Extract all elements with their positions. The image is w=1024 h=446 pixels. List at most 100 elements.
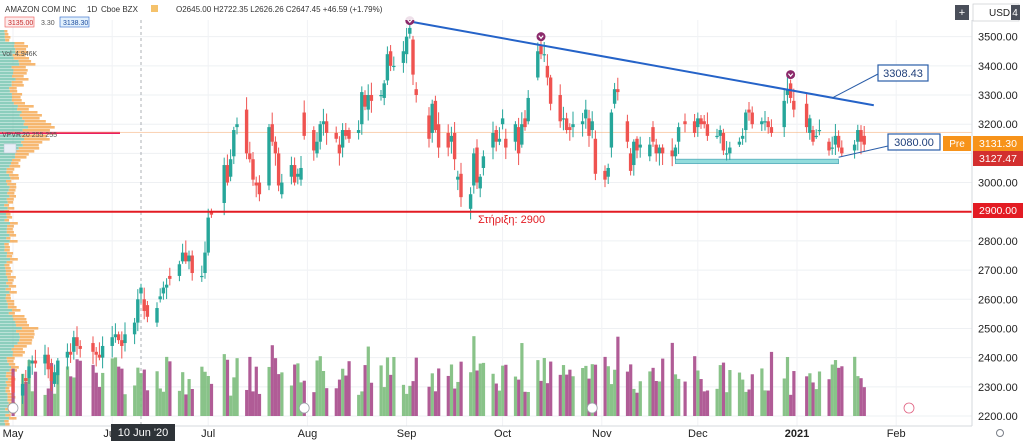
earnings-event-icon[interactable]	[298, 402, 310, 414]
candle-body[interactable]	[747, 109, 751, 113]
candle-body[interactable]	[33, 360, 38, 364]
candle-body[interactable]	[30, 360, 34, 364]
candle-body[interactable]	[478, 176, 482, 189]
candle-body[interactable]	[545, 65, 550, 78]
candle-body[interactable]	[46, 354, 50, 370]
candle-body[interactable]	[257, 182, 262, 195]
candle-body[interactable]	[561, 118, 566, 120]
candle-body[interactable]	[504, 138, 508, 148]
candle-body[interactable]	[276, 153, 281, 186]
candle-body[interactable]	[520, 124, 524, 145]
candle-body[interactable]	[859, 130, 863, 142]
candle-body[interactable]	[136, 299, 140, 323]
candle-body[interactable]	[539, 45, 543, 55]
candle-body[interactable]	[536, 51, 540, 78]
candlestick-series[interactable]	[11, 19, 866, 404]
candle-body[interactable]	[648, 144, 652, 157]
candle-body[interactable]	[494, 130, 498, 142]
candle-body[interactable]	[760, 121, 764, 125]
candle-body[interactable]	[209, 211, 214, 215]
candle-body[interactable]	[584, 109, 588, 119]
candle-body[interactable]	[180, 252, 185, 262]
candle-body[interactable]	[24, 378, 28, 381]
candle-body[interactable]	[155, 308, 159, 323]
candle-body[interactable]	[184, 252, 188, 262]
candle-body[interactable]	[254, 182, 258, 186]
candle-body[interactable]	[638, 144, 642, 148]
candle-body[interactable]	[516, 127, 521, 154]
candle-body[interactable]	[248, 153, 252, 160]
candle-body[interactable]	[500, 118, 505, 125]
candle-body[interactable]	[523, 118, 527, 128]
peak-marker-icon[interactable]	[536, 32, 546, 42]
candle-body[interactable]	[696, 118, 700, 128]
candle-body[interactable]	[116, 334, 121, 341]
candle-body[interactable]	[267, 127, 271, 186]
candle-body[interactable]	[56, 360, 60, 376]
candle-body[interactable]	[430, 103, 434, 133]
candle-body[interactable]	[414, 89, 418, 96]
candle-body[interactable]	[651, 127, 655, 142]
candle-body[interactable]	[273, 141, 278, 154]
candle-body[interactable]	[68, 351, 73, 355]
candle-body[interactable]	[302, 112, 306, 136]
candle-body[interactable]	[123, 334, 127, 344]
candle-body[interactable]	[168, 275, 172, 279]
candle-body[interactable]	[145, 305, 150, 317]
candle-body[interactable]	[94, 351, 98, 355]
candle-body[interactable]	[20, 383, 25, 396]
candle-body[interactable]	[356, 130, 361, 133]
candle-body[interactable]	[334, 132, 338, 139]
candle-body[interactable]	[382, 83, 386, 98]
candle-body[interactable]	[782, 100, 786, 128]
candle-body[interactable]	[587, 118, 591, 136]
candle-body[interactable]	[452, 132, 457, 160]
candle-body[interactable]	[692, 121, 697, 133]
candle-body[interactable]	[705, 124, 710, 136]
candle-body[interactable]	[318, 124, 322, 142]
candle-body[interactable]	[468, 194, 473, 209]
candle-body[interactable]	[388, 51, 393, 66]
candle-body[interactable]	[228, 159, 233, 177]
candle-body[interactable]	[139, 287, 143, 294]
candle-body[interactable]	[206, 217, 210, 253]
candle-body[interactable]	[360, 92, 364, 125]
candle-body[interactable]	[225, 165, 230, 183]
candle-body[interactable]	[785, 89, 790, 96]
candle-body[interactable]	[366, 95, 370, 110]
candle-body[interactable]	[699, 118, 703, 125]
candle-body[interactable]	[120, 340, 124, 346]
candle-body[interactable]	[612, 89, 617, 104]
candle-body[interactable]	[177, 264, 182, 276]
candle-body[interactable]	[161, 287, 166, 294]
candle-body[interactable]	[814, 135, 818, 138]
candle-body[interactable]	[526, 97, 530, 122]
candle-body[interactable]	[75, 337, 79, 346]
candle-body[interactable]	[673, 147, 678, 157]
candle-body[interactable]	[433, 100, 438, 131]
candle-body[interactable]	[632, 141, 636, 166]
candle-body[interactable]	[840, 147, 844, 154]
candle-body[interactable]	[436, 124, 441, 148]
candle-body[interactable]	[321, 121, 326, 125]
candle-body[interactable]	[190, 255, 194, 274]
candle-body[interactable]	[702, 121, 706, 125]
candle-body[interactable]	[769, 127, 774, 133]
candle-body[interactable]	[836, 135, 841, 148]
candle-body[interactable]	[27, 366, 31, 379]
candle-body[interactable]	[580, 121, 585, 125]
plus-icon[interactable]	[955, 5, 969, 20]
candle-body[interactable]	[164, 284, 169, 288]
candle-body[interactable]	[312, 130, 316, 151]
candle-body[interactable]	[862, 135, 866, 145]
candle-body[interactable]	[481, 156, 486, 168]
bid-box[interactable]	[4, 16, 35, 28]
candle-body[interactable]	[728, 147, 732, 154]
ask-box[interactable]	[59, 16, 90, 28]
candle-body[interactable]	[449, 135, 454, 142]
candle-body[interactable]	[110, 337, 114, 346]
candle-body[interactable]	[411, 39, 415, 75]
upcoming-event-icon[interactable]	[903, 402, 915, 414]
